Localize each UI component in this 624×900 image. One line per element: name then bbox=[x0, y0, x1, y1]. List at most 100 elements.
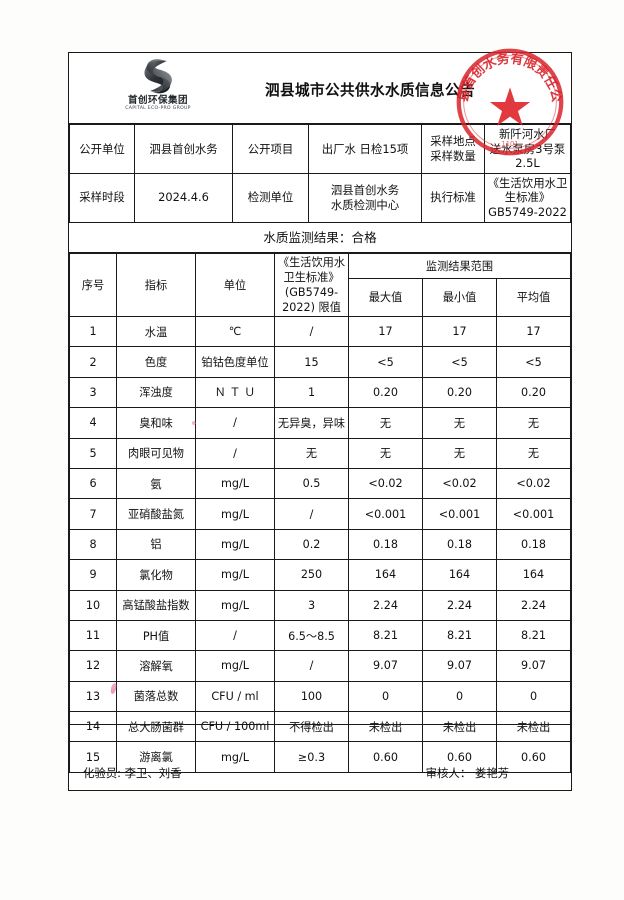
cell-min: 无 bbox=[422, 437, 497, 469]
cell-index: 9 bbox=[69, 559, 117, 591]
col-header-min: 最小值 bbox=[422, 277, 497, 318]
table-row: 15 游离氯 mg/L ≥0.3 0.60 0.60 0.60 bbox=[69, 741, 571, 773]
cell-unit: mg/L bbox=[195, 467, 275, 500]
cell-limit: 6.5～8.5 bbox=[274, 619, 349, 652]
cell-index: 3 bbox=[69, 376, 117, 409]
cell-index: 15 bbox=[69, 741, 117, 773]
cell-index: 5 bbox=[69, 437, 117, 469]
cell-max: 0.20 bbox=[348, 376, 423, 409]
measurements-table-body: 1 水温 ℃/17 17 17 2 色度 铂钴色度单位 15 <5 <5 <5 3 浑浊度 Ｎ Ｔ Ｕ 1 0.… bbox=[69, 315, 571, 773]
cell-max: 17 bbox=[348, 315, 423, 348]
cell-indicator: PH值 bbox=[116, 619, 196, 652]
sample-time-value: 2024.4.6 bbox=[134, 172, 233, 223]
cell-limit: 0.2 bbox=[274, 528, 349, 561]
cell-indicator: 肉眼可见物 bbox=[116, 437, 196, 469]
table-row: 5 肉眼可见物 / 无无无无 bbox=[69, 437, 571, 469]
cell-indicator: 游离氯 bbox=[116, 741, 196, 773]
col-header-avg: 平均值 bbox=[496, 277, 571, 318]
cell-max: 9.07 bbox=[348, 650, 423, 682]
cell-avg: 0.60 bbox=[496, 741, 571, 773]
cell-limit: 3 bbox=[274, 589, 349, 621]
cell-index: 7 bbox=[69, 498, 117, 530]
cell-avg: <0.02 bbox=[496, 467, 571, 500]
cell-limit: 250 bbox=[274, 559, 349, 591]
cell-unit: 铂钴色度单位 bbox=[195, 346, 275, 378]
cell-index: 6 bbox=[69, 467, 117, 500]
cell-indicator: 氨 bbox=[116, 467, 196, 500]
cell-limit: / bbox=[274, 498, 349, 530]
sample-site-label-line2: 采样数量 bbox=[430, 148, 476, 163]
cell-unit: Ｎ Ｔ Ｕ bbox=[195, 376, 275, 409]
swirl-logo-icon bbox=[144, 59, 172, 94]
cell-index: 14 bbox=[69, 711, 117, 743]
cell-max: <5 bbox=[348, 346, 423, 378]
cell-unit: CFU / 100ml bbox=[195, 711, 275, 743]
standard-value-line1: 《生活饮用水卫生标准》 bbox=[487, 175, 568, 205]
cell-unit: ℃ bbox=[195, 315, 275, 348]
cell-avg: 无 bbox=[496, 407, 571, 439]
logo-text-en: CAPITAL ECO-PRO GROUP bbox=[125, 106, 191, 111]
cell-max: 无 bbox=[348, 437, 423, 469]
table-row: 7 亚硝酸盐氮 mg/L / <0.001 <0.001 <0.001 bbox=[69, 498, 571, 530]
table-row: 11 PH值/6.5～8.5 8.21 8.21 8.21 bbox=[69, 619, 571, 652]
cell-unit: / bbox=[195, 619, 275, 652]
cell-limit: ≥0.3 bbox=[274, 741, 349, 773]
cell-limit: 100 bbox=[274, 680, 349, 713]
cell-indicator: 高锰酸盐指数 bbox=[116, 589, 196, 621]
cell-min: 2.24 bbox=[422, 589, 497, 621]
cell-unit: mg/L bbox=[195, 741, 275, 773]
overall-result-banner: 水质监测结果：合格 bbox=[69, 223, 571, 253]
col-header-limit: 《生活饮用水卫生标准》 (GB5749-2022) 限值 bbox=[274, 252, 349, 318]
cell-unit: mg/L bbox=[195, 498, 275, 530]
cell-min: 9.07 bbox=[422, 650, 497, 682]
water-quality-report: 首创环保集团 CAPITAL ECO-PRO GROUP 泗县城市公共供水水质信… bbox=[68, 41, 572, 791]
cell-min: 164 bbox=[422, 559, 497, 591]
cell-max: <0.001 bbox=[348, 498, 423, 530]
cell-limit: 0.5 bbox=[274, 467, 349, 500]
red-star-icon bbox=[489, 87, 531, 126]
cell-max: 0.18 bbox=[348, 528, 423, 561]
cell-index: 10 bbox=[69, 589, 117, 621]
cell-avg: 0 bbox=[496, 680, 571, 713]
cell-max: <0.02 bbox=[348, 467, 423, 500]
cell-index: 2 bbox=[69, 346, 117, 378]
col-header-index: 序号 bbox=[69, 252, 117, 318]
cell-indicator: 溶解氧 bbox=[116, 650, 196, 682]
table-row: 3 浑浊度 Ｎ Ｔ Ｕ 1 0.20 0.20 0.20 bbox=[69, 376, 571, 409]
table-row: 8 铝 mg/L 0.2 0.18 0.18 0.18 bbox=[69, 528, 571, 561]
cell-avg: 0.20 bbox=[496, 376, 571, 409]
logo-text-cn: 首创环保集团 bbox=[127, 95, 188, 106]
col-header-indicator: 指标 bbox=[116, 252, 196, 318]
header-row-group: 序号 指标 单位 《生活饮用水卫生标准》 (GB5749-2022) 限值 监测… bbox=[69, 252, 571, 318]
cell-min: 0.60 bbox=[422, 741, 497, 773]
cell-unit: mg/L bbox=[195, 589, 275, 621]
cell-unit: mg/L bbox=[195, 528, 275, 561]
cell-index: 11 bbox=[69, 619, 117, 652]
sample-site-label: 采样地点 采样数量 bbox=[421, 124, 485, 174]
company-logo: 首创环保集团 CAPITAL ECO-PRO GROUP bbox=[105, 57, 211, 112]
cell-indicator: 铝 bbox=[116, 528, 196, 561]
col-header-unit: 单位 bbox=[195, 252, 275, 318]
sample-time-label: 采样时段 bbox=[69, 172, 135, 223]
standard-label: 执行标准 bbox=[421, 172, 485, 223]
info-row-1: 公开单位 泗县首创水务 公开项目 出厂水 日检15项 采样地点 采样数量 新阡河… bbox=[69, 124, 571, 174]
cell-min: 无 bbox=[422, 407, 497, 439]
cell-indicator: 色度 bbox=[116, 346, 196, 378]
cell-unit: CFU / ml bbox=[195, 680, 275, 713]
col-header-range-group: 监测结果范围 bbox=[348, 252, 571, 279]
table-row: 14 总大肠菌群 CFU / 100ml 不得检出 未检出 未检出 未检出 bbox=[69, 711, 571, 743]
cell-index: 1 bbox=[69, 315, 117, 348]
cell-avg: 9.07 bbox=[496, 650, 571, 682]
cell-index: 12 bbox=[69, 650, 117, 682]
cell-avg: 8.21 bbox=[496, 619, 571, 652]
cell-index: 4 bbox=[69, 407, 117, 439]
cell-min: <5 bbox=[422, 346, 497, 378]
cell-limit: / bbox=[274, 650, 349, 682]
col-header-limit-line1: 《生活饮用水卫生标准》 bbox=[277, 255, 346, 284]
table-row: 13 菌落总数 CFU / ml 100 0 0 0 bbox=[69, 680, 571, 713]
standard-value-line2: GB5749-2022 bbox=[488, 204, 567, 219]
cell-indicator: 总大肠菌群 bbox=[116, 711, 196, 743]
measurements-table-head: 序号 指标 单位 《生活饮用水卫生标准》 (GB5749-2022) 限值 监测… bbox=[69, 252, 571, 318]
cell-indicator: 臭和味 bbox=[116, 407, 196, 439]
